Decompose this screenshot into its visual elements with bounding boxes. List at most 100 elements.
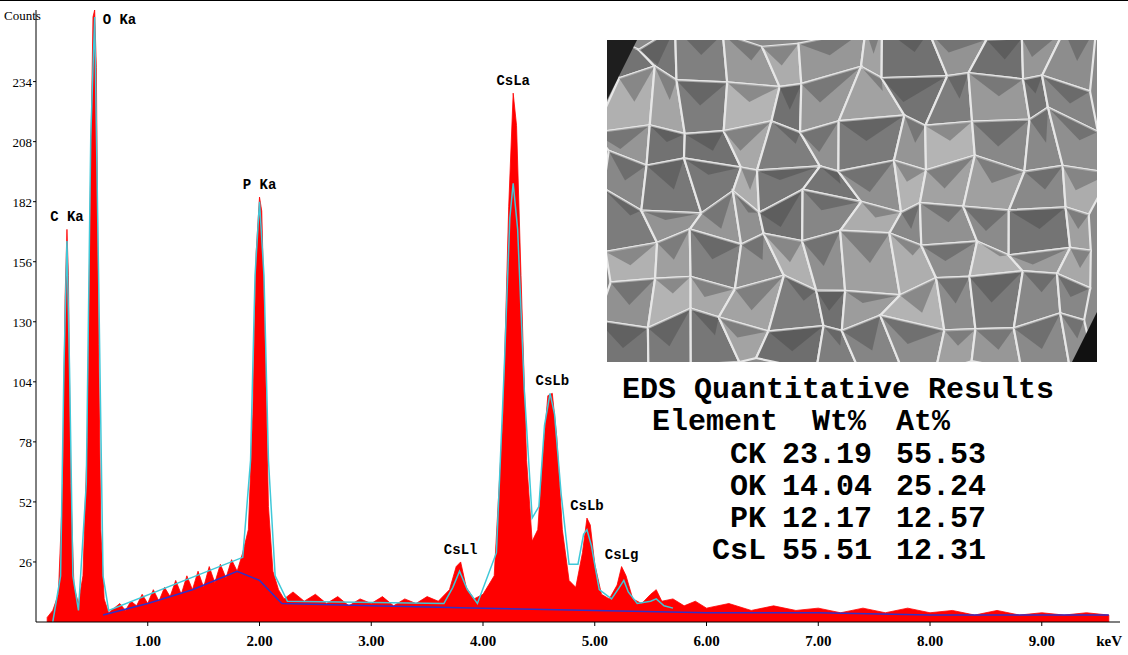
- peak-label: C Ka: [50, 209, 84, 225]
- x-tick-label: 9.00: [1029, 633, 1055, 649]
- sem-image: [607, 40, 1097, 362]
- sem-facet: [803, 190, 862, 211]
- sem-facet: [764, 234, 803, 263]
- sem-facet: [685, 131, 724, 151]
- sem-facet: [900, 278, 936, 313]
- table-cell: 55.51: [782, 534, 872, 568]
- sem-grain: [648, 309, 691, 362]
- y-tick: [33, 81, 36, 82]
- sem-dark-corner: [1072, 312, 1097, 362]
- peak-label: P Ka: [243, 177, 277, 193]
- y-tick-label: 182: [13, 195, 33, 210]
- sem-facet: [684, 158, 741, 174]
- sem-facet: [648, 309, 691, 347]
- peak-label-patch: [242, 177, 278, 193]
- sem-grain: [925, 73, 972, 126]
- sem-facet: [1063, 166, 1097, 190]
- peak-label: CsLg: [605, 547, 639, 563]
- x-tick-label: 1.00: [135, 633, 161, 649]
- x-tick-label: 8.00: [917, 633, 943, 649]
- sem-facet: [768, 326, 823, 351]
- peak-label-patch: [569, 498, 605, 514]
- sem-facet: [816, 291, 845, 311]
- table-cell: 12.31: [896, 534, 986, 568]
- table-cell: CsL: [712, 534, 766, 568]
- y-tick: [33, 561, 36, 562]
- sem-grain: [816, 291, 845, 331]
- table-header: At%: [896, 405, 951, 439]
- sem-facet: [733, 191, 759, 213]
- table-header: Wt%: [812, 405, 867, 439]
- spectrum-line: [53, 17, 673, 622]
- peak-label: CsLb: [570, 498, 604, 514]
- sem-facet: [975, 156, 1025, 183]
- x-tick: [1041, 622, 1042, 626]
- sem-grain: [607, 320, 649, 362]
- peak-label: CsLa: [496, 73, 530, 89]
- sem-facet: [936, 277, 969, 304]
- sem-facet: [677, 80, 728, 105]
- table-cell: 23.19: [782, 438, 872, 472]
- sem-facet: [969, 271, 1022, 302]
- x-tick: [483, 622, 484, 626]
- sem-facet: [925, 122, 972, 141]
- background: [0, 0, 1128, 655]
- sem-facet: [609, 151, 647, 181]
- sem-grain: [677, 80, 728, 134]
- sem-facet: [861, 67, 883, 91]
- x-tick-label: 2.00: [246, 633, 272, 649]
- sem-facet: [840, 231, 889, 263]
- sem-facet: [1009, 248, 1070, 265]
- sem-facet: [839, 115, 905, 140]
- table-cell: 25.24: [896, 470, 986, 504]
- sem-facet: [1014, 313, 1061, 349]
- table-cell: 55.53: [896, 438, 986, 472]
- y-tick-label: 52: [19, 495, 32, 510]
- table-cell: 14.04: [782, 470, 872, 504]
- sem-facet: [842, 315, 880, 350]
- table-header: Element: [652, 405, 778, 439]
- sem-facet: [838, 161, 894, 192]
- y-tick: [33, 501, 36, 502]
- y-tick: [33, 321, 36, 322]
- y-tick-label: 26: [19, 555, 33, 570]
- spectrum-area: [47, 10, 1109, 622]
- y-tick: [33, 201, 36, 202]
- sem-grain: [762, 44, 801, 87]
- x-tick-label: 3.00: [358, 633, 384, 649]
- sem-facet: [963, 207, 1009, 231]
- sem-facet: [675, 40, 723, 55]
- sem-facet: [655, 66, 677, 100]
- sem-facet: [1030, 108, 1049, 143]
- sem-facet: [1009, 207, 1066, 229]
- sem-facet: [987, 40, 1022, 60]
- x-tick-label: 5.00: [582, 633, 608, 649]
- x-tick-label: 6.00: [693, 633, 719, 649]
- y-axis: [36, 10, 37, 622]
- peak-label-patch: [604, 547, 640, 563]
- sem-facet: [607, 189, 641, 216]
- sem-facet: [972, 120, 1029, 147]
- sem-facet: [845, 291, 900, 303]
- sem-facet: [824, 326, 842, 346]
- sem-grain: [768, 276, 823, 332]
- sem-facet: [607, 243, 657, 265]
- sem-facet: [820, 166, 841, 184]
- x-tick: [818, 622, 819, 626]
- y-tick-label: 234: [13, 75, 33, 90]
- sem-facet: [641, 211, 701, 220]
- plot-area: [47, 10, 1109, 622]
- chart: 1.002.003.004.005.006.007.008.009.00keV2…: [0, 0, 1128, 655]
- sem-facet: [977, 241, 1009, 256]
- sem-facet: [1064, 40, 1096, 61]
- sem-grain: [655, 229, 691, 278]
- sem-facet: [1023, 271, 1057, 292]
- peak-label-patch: [49, 209, 85, 225]
- sem-facet: [691, 309, 719, 336]
- y-tick-label: 208: [13, 135, 33, 150]
- sem-facet: [719, 317, 769, 337]
- sem-grain: [607, 243, 657, 283]
- x-tick: [594, 622, 595, 626]
- sem-facet: [611, 279, 656, 305]
- y-tick: [33, 381, 36, 382]
